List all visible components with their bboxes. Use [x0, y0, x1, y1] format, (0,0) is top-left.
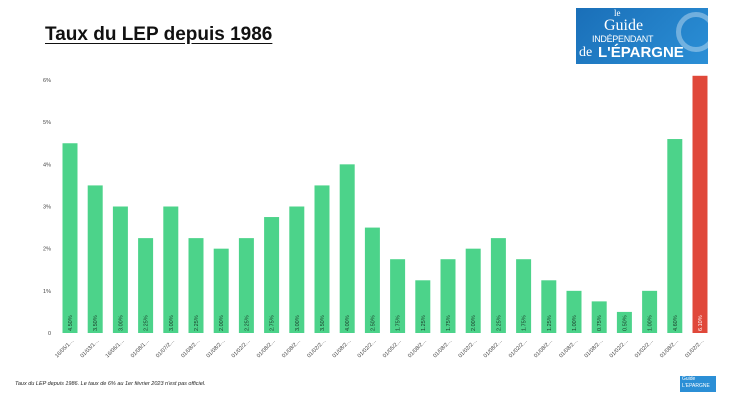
x-tick-label: 01/02/2… [231, 338, 252, 359]
bar-data-label: 1.00% [572, 315, 578, 331]
bar-data-label: 3.00% [169, 315, 175, 331]
bar [415, 280, 431, 333]
bar [87, 185, 103, 333]
bar-data-label: 2.00% [471, 315, 477, 331]
bar [465, 248, 481, 333]
x-tick-label: 01/02/2… [357, 338, 378, 359]
bar [238, 238, 254, 333]
x-tick-label: 01/08/2… [483, 338, 504, 359]
bar [289, 206, 305, 333]
bar [516, 259, 532, 333]
logo-text: de [579, 45, 593, 60]
bar-data-label: 1.75% [446, 315, 452, 331]
bar [213, 248, 229, 333]
logo-text: L'ÉPARGNE [682, 383, 710, 389]
bar-data-label: 0.75% [597, 315, 603, 331]
logo-text: Guide [604, 17, 644, 34]
bar-data-label: 2.50% [370, 315, 376, 331]
guide-epargne-logo: le Guide INDÉPENDANT de L'ÉPARGNE [576, 8, 708, 64]
x-tick-label: 01/08/2… [659, 338, 680, 359]
bar [566, 290, 582, 333]
x-tick-label: 01/08/2… [281, 338, 302, 359]
bar-data-label: 4.00% [345, 315, 351, 331]
y-tick-label: 0 [48, 331, 51, 337]
y-tick-label: 2% [43, 247, 51, 253]
x-tick-label: 01/08/2… [180, 338, 201, 359]
x-tick-label: 01/08/2… [332, 338, 353, 359]
bar [264, 217, 280, 333]
bar [112, 206, 128, 333]
x-tick-label: 16/06/1… [105, 338, 126, 359]
bar-data-label: 3.00% [295, 315, 301, 331]
bar-data-label: 2.00% [219, 315, 225, 331]
x-tick-label: 01/05/2… [382, 338, 403, 359]
x-tick-label: 01/08/2… [407, 338, 428, 359]
bar-data-label: 1.00% [648, 315, 654, 331]
x-tick-label: 01/02/2… [684, 338, 705, 359]
bar [692, 75, 708, 334]
x-tick-label: 01/08/2… [584, 338, 605, 359]
bar-data-label: 1.25% [547, 315, 553, 331]
bar-data-label: 1.25% [421, 315, 427, 331]
x-tick-label: 01/07/2… [155, 338, 176, 359]
bar-data-label: 3.50% [93, 315, 99, 331]
bar [339, 164, 355, 333]
logo-text: Guide [682, 376, 696, 382]
x-tick-label: 01/08/2… [432, 338, 453, 359]
x-tick-label: 16/05/1… [54, 338, 75, 359]
bar-data-label: 4.50% [68, 315, 74, 331]
bar [364, 227, 380, 333]
bar-data-label: 3.50% [320, 315, 326, 331]
bar [490, 238, 506, 333]
bar [163, 206, 179, 333]
bar [541, 280, 557, 333]
y-tick-label: 4% [43, 162, 51, 168]
bar-data-label: 2.25% [144, 315, 150, 331]
bar [616, 311, 632, 333]
x-tick-label: 01/02/2… [609, 338, 630, 359]
x-tick-label: 01/02/2… [508, 338, 529, 359]
x-tick-label: 01/08/2… [533, 338, 554, 359]
x-tick-label: 01/08/1… [130, 338, 151, 359]
bar [667, 139, 683, 333]
bar [440, 259, 456, 333]
chart-title: Taux du LEP depuis 1986 [45, 24, 273, 45]
x-tick-label: 01/08/2… [256, 338, 277, 359]
y-tick-label: 5% [43, 120, 51, 126]
bar [591, 301, 607, 333]
y-tick-label: 1% [43, 289, 51, 295]
x-tick-label: 01/08/2… [558, 338, 579, 359]
logo-text: INDÉPENDANT [592, 34, 654, 44]
bar [314, 185, 330, 333]
footnote: Taux du LEP depuis 1986. Le taux de 6% a… [15, 381, 206, 387]
x-tick-label: 01/02/2… [306, 338, 327, 359]
bar-data-label: 2.25% [244, 315, 250, 331]
x-tick-label: 01/02/2… [458, 338, 479, 359]
small-logo: Guide L'ÉPARGNE [680, 376, 716, 392]
bar-data-label: 3.00% [118, 315, 124, 331]
bar-data-label: 4.60% [673, 315, 679, 331]
bar-data-label: 0.50% [622, 315, 628, 331]
x-tick-label: 01/02/2… [634, 338, 655, 359]
bar [642, 290, 658, 333]
x-tick-label: 01/03/1… [80, 338, 101, 359]
y-tick-label: 6% [43, 78, 51, 84]
bar [62, 143, 78, 333]
bar-data-label: 2.75% [270, 315, 276, 331]
bar-data-label: 6.10% [698, 315, 704, 331]
x-tick-label: 01/08/2… [206, 338, 227, 359]
logo-ring-decoration [676, 12, 708, 52]
bar [138, 238, 154, 333]
bar-data-label: 1.75% [396, 315, 402, 331]
bar [188, 238, 204, 333]
bar-data-label: 1.75% [522, 315, 528, 331]
logo-text: L'ÉPARGNE [598, 44, 684, 61]
bar [390, 259, 406, 333]
bar-data-label: 2.25% [496, 315, 502, 331]
logo-text: le [614, 8, 621, 18]
bar-data-label: 2.25% [194, 315, 200, 331]
y-tick-label: 3% [43, 205, 51, 211]
